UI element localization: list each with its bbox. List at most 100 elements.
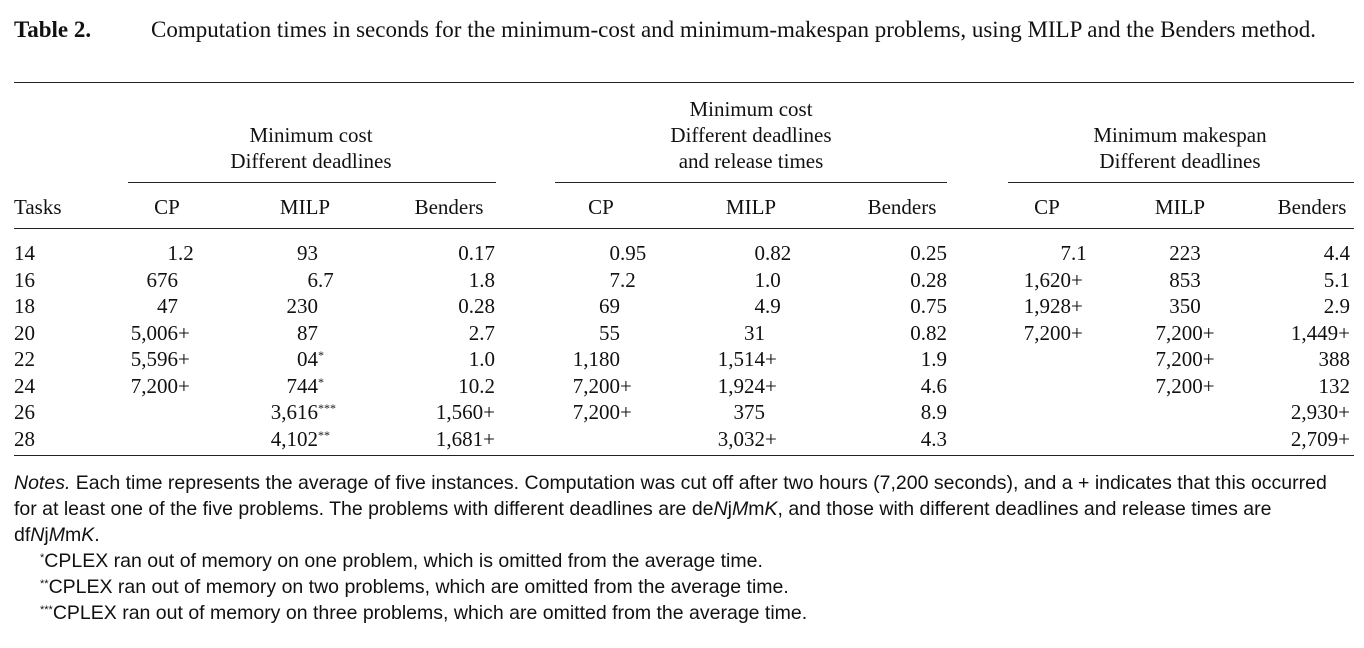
- table-cell: 7,200+: [572, 400, 632, 424]
- instance-code-char: N: [30, 524, 45, 546]
- table-cell: 0.28: [458, 294, 495, 318]
- cell-value: 3,616: [270, 400, 318, 424]
- footnote-mark: ***: [318, 401, 336, 415]
- table-cell: 04*: [297, 346, 324, 372]
- instance-code-char: M: [731, 498, 749, 520]
- table-cell: 350: [1169, 294, 1201, 318]
- table-cell: 55: [599, 320, 620, 345]
- table-cell: 2,930+: [1290, 400, 1350, 424]
- table-cell: 6.7: [307, 267, 334, 292]
- table-cell: 1,560+: [435, 400, 495, 424]
- instance-code-char: K: [764, 498, 778, 520]
- table-cell: 2.9: [1323, 294, 1350, 318]
- instance-code-char: M: [48, 524, 65, 546]
- table-cell: 1.0: [754, 267, 781, 292]
- caption-text: Computation times in seconds for the min…: [151, 17, 1316, 42]
- table-cell: 1.8: [468, 267, 495, 292]
- footnote-mark: **: [318, 427, 330, 442]
- table-cell: 1,449+: [1290, 320, 1350, 345]
- footnote-text: CPLEX ran out of memory on two problems,…: [48, 576, 789, 598]
- row-label: 20: [14, 320, 35, 345]
- table-cell: 1.0: [468, 347, 495, 371]
- group-header-line: and release times: [678, 149, 824, 173]
- table-cell: 132: [1318, 373, 1351, 398]
- bottom-rule: [14, 455, 1354, 456]
- footnote-mark: *: [318, 374, 324, 389]
- table-cell: 1.2: [167, 241, 194, 265]
- row-label: 22: [14, 347, 35, 371]
- row-label: 26: [14, 400, 35, 424]
- table-cell: 47: [157, 294, 178, 318]
- table-cell: 1,681+: [435, 426, 495, 451]
- group-header: Minimum makespan Different deadlines: [1010, 122, 1350, 174]
- instance-code: NjMmK: [30, 524, 94, 546]
- table-cell: 93: [297, 241, 318, 265]
- table-cell: 0.75: [910, 294, 947, 318]
- table-cell: 2.7: [468, 320, 495, 345]
- table-cell: 388: [1318, 347, 1351, 371]
- column-header: CP: [154, 195, 180, 219]
- group-header: Minimum cost Different deadlines and relea…: [581, 96, 921, 174]
- instance-code: NjMmK: [714, 498, 778, 520]
- footnote-mark: **: [40, 578, 49, 590]
- table-cell: 7,200+: [130, 373, 190, 398]
- table-cell: 375: [733, 400, 766, 424]
- footnote: **CPLEX ran out of memory on two problem…: [14, 574, 1354, 600]
- top-rule: [14, 82, 1354, 83]
- cell-value: 4,102: [270, 426, 318, 451]
- table-cell: 7.1: [1060, 241, 1087, 265]
- table-cell: 1.9: [920, 347, 947, 371]
- column-header: Benders: [414, 195, 484, 219]
- column-header: Tasks: [14, 195, 62, 219]
- table-notes: Notes. Each time represents the average …: [14, 470, 1354, 626]
- notes-paragraph: Notes. Each time represents the average …: [14, 470, 1354, 548]
- table-cell: 5.1: [1323, 267, 1350, 292]
- column-header: Benders: [867, 195, 937, 219]
- row-label: 18: [14, 294, 35, 318]
- group-header-line: Minimum cost: [249, 123, 373, 147]
- table-cell: 1,180: [572, 347, 620, 371]
- notes-text: Each time represents the average of five…: [14, 472, 1327, 546]
- table-cell: 0.25: [910, 241, 947, 265]
- table-cell: 223: [1169, 241, 1201, 265]
- table-cell: 7,200+: [1155, 373, 1215, 398]
- table-cell: 2,709+: [1290, 426, 1350, 451]
- instance-code-char: m: [64, 524, 82, 546]
- table-cell: 0.17: [458, 241, 495, 265]
- table-cell: 10.2: [458, 373, 495, 398]
- row-label: 28: [14, 426, 35, 451]
- table-cell: 676: [146, 267, 179, 292]
- header-rule: [14, 228, 1354, 229]
- instance-code-char: m: [748, 498, 765, 520]
- instance-code-char: K: [81, 524, 95, 546]
- cell-value: 744: [286, 373, 319, 398]
- table-cell: 87: [297, 320, 318, 345]
- footnote-text: CPLEX ran out of memory on three problem…: [52, 602, 808, 624]
- table-cell: 7,200+: [572, 373, 632, 398]
- row-label: 16: [14, 267, 35, 292]
- instance-code-char: j: [44, 524, 49, 546]
- instance-code-char: N: [713, 498, 728, 520]
- table-cell: 7,200+: [1155, 347, 1215, 371]
- footnotes: *CPLEX ran out of memory on one problem,…: [14, 548, 1354, 626]
- table-cell: 4.3: [920, 426, 947, 451]
- table-cell: 4.6: [920, 373, 947, 398]
- table-cell: 4.4: [1323, 241, 1350, 265]
- table-label: Table 2.: [14, 17, 92, 42]
- table-cell: 7,200+: [1023, 320, 1083, 345]
- table-cell: 853: [1169, 267, 1201, 292]
- group-rule: [1008, 182, 1354, 183]
- table-cell: 5,006+: [130, 320, 190, 345]
- table-cell: 230: [286, 294, 319, 318]
- group-header-line: Different deadlines: [230, 149, 392, 173]
- table-cell: 1,514+: [717, 347, 777, 371]
- footnote-mark: *: [40, 552, 45, 564]
- table-cell: 1,620+: [1023, 267, 1083, 292]
- group-rule: [128, 182, 496, 183]
- instance-code-char: j: [727, 498, 732, 520]
- group-header: Minimum cost Different deadlines: [141, 122, 481, 174]
- footnote: *CPLEX ran out of memory on one problem,…: [14, 548, 1354, 574]
- table-cell: 0.95: [609, 241, 647, 265]
- table-cell: 7,200+: [1155, 320, 1215, 345]
- footnote-mark: *: [318, 348, 324, 362]
